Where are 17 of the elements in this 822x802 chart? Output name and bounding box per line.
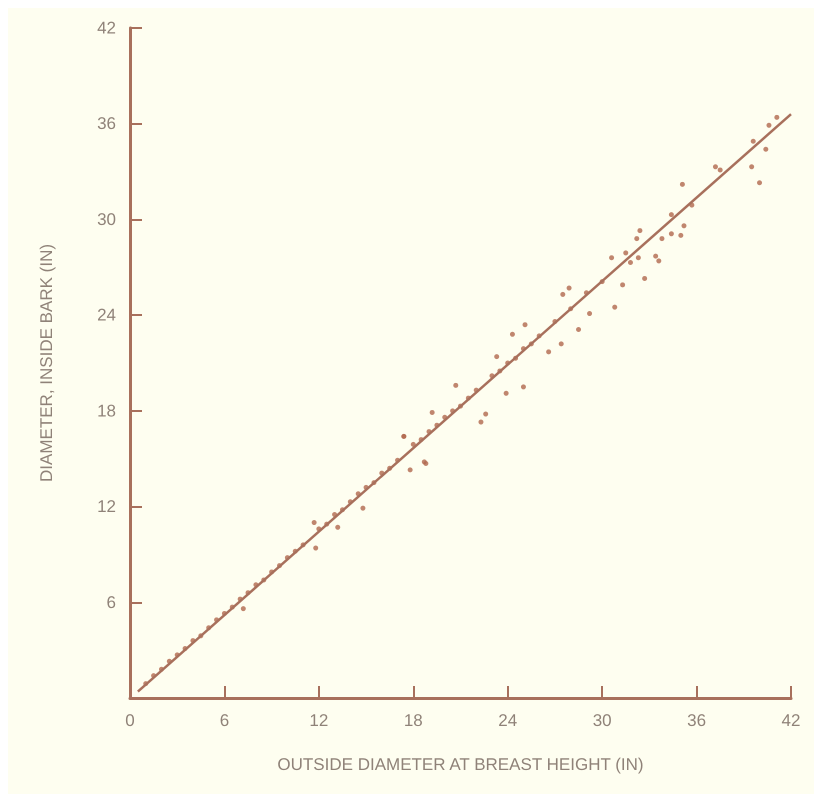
y-tick-label: 30: [97, 210, 116, 229]
y-tick-label: 36: [97, 114, 116, 134]
y-tick-label: 24: [97, 306, 116, 325]
x-tick-label: 30: [592, 711, 612, 730]
x-tick-label: 0: [125, 711, 135, 730]
x-tick-label: 42: [782, 711, 800, 730]
x-tick-label: 6: [220, 711, 230, 730]
x-axis-title: OUTSIDE DIAMETER AT BREAST HEIGHT (IN): [277, 755, 644, 774]
x-tick-label: 12: [309, 711, 328, 730]
x-tick-label: 24: [498, 711, 518, 730]
x-tick-label: 36: [687, 711, 706, 730]
x-tick-label: 18: [404, 711, 423, 730]
y-tick-label: 18: [97, 401, 116, 420]
y-tick-label: 6: [106, 592, 116, 612]
y-tick-label: 42: [97, 18, 116, 38]
y-axis-title: DIAMETER, INSIDE BARK (IN): [37, 244, 56, 482]
y-tick-label: 12: [97, 497, 116, 516]
